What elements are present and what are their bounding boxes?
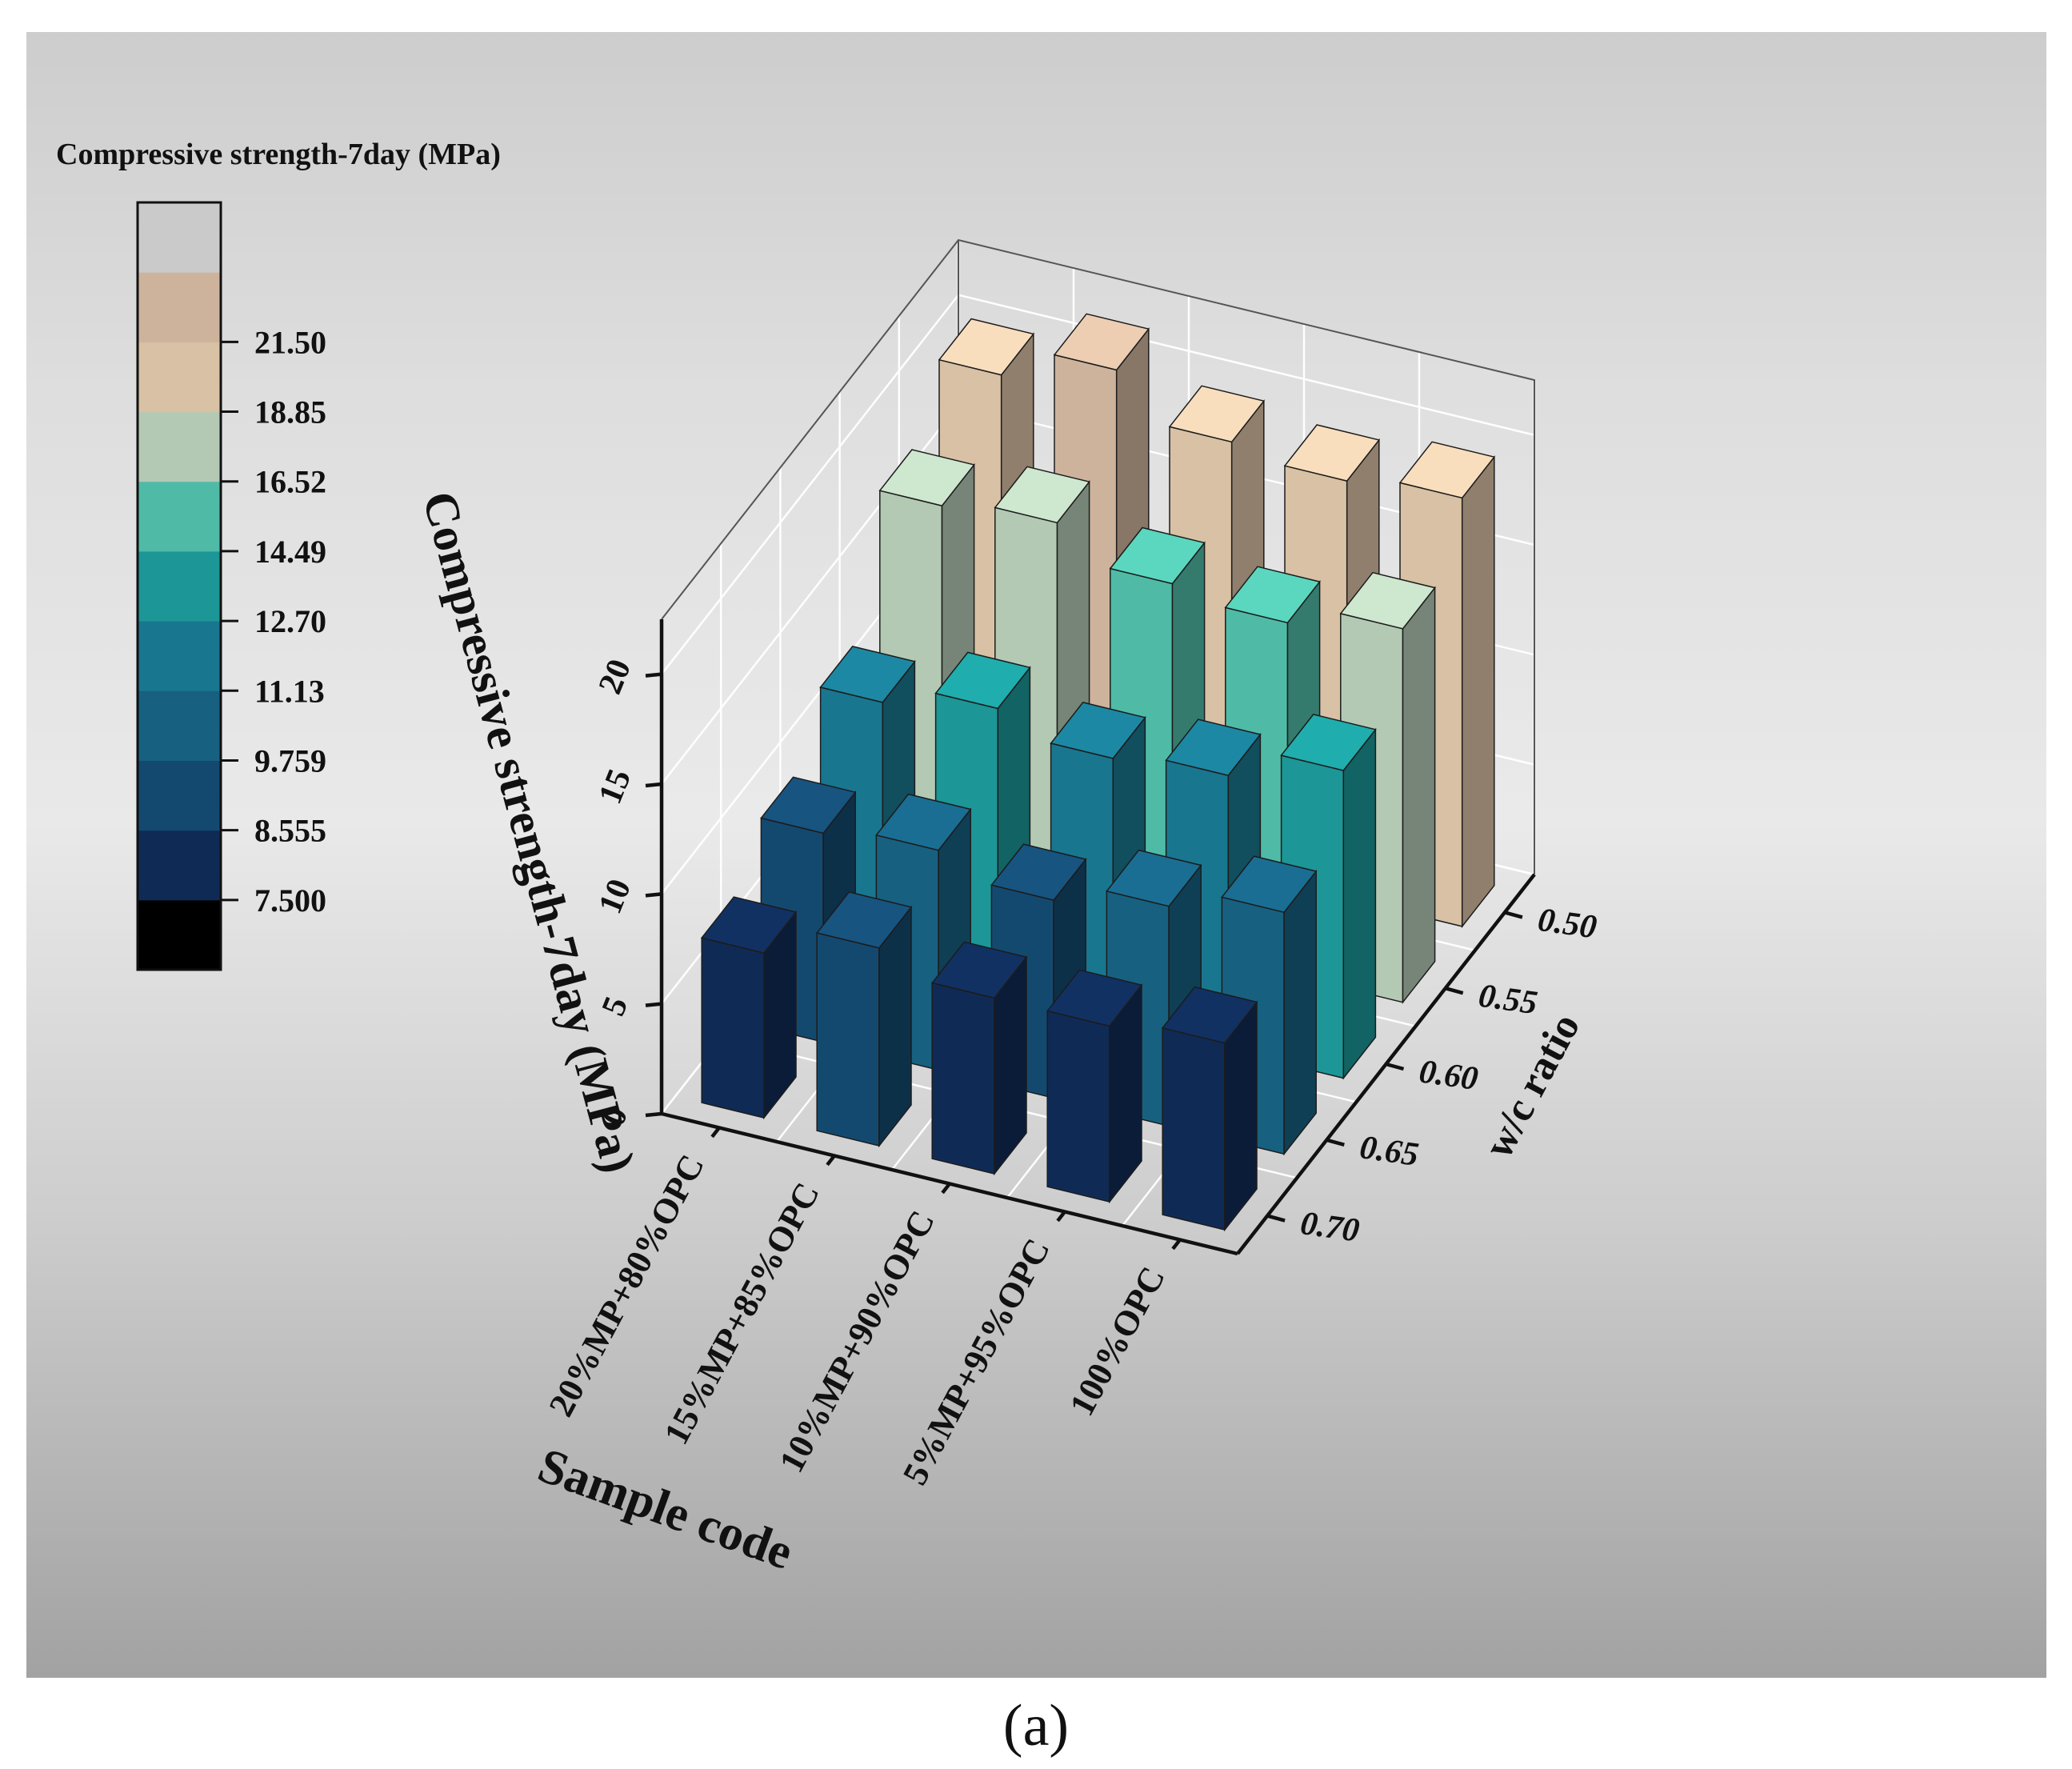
bar-face-top <box>1050 702 1146 759</box>
bar-face-top <box>994 466 1090 524</box>
colorbar-tick-label: 14.49 <box>254 534 326 570</box>
colorbar-cell <box>138 342 221 413</box>
box-outline <box>661 238 1535 874</box>
bar-face-top <box>815 891 913 949</box>
bar-face-top <box>1165 718 1262 777</box>
bar-face-top <box>760 776 857 834</box>
colorbar-cell <box>138 621 221 691</box>
bar-face-top <box>934 651 1031 710</box>
y-tick-label: 0.55 <box>1476 978 1539 1023</box>
bar-face-top <box>1168 385 1266 443</box>
colorbar-cell <box>138 272 221 342</box>
z-tick <box>645 1111 662 1118</box>
bar-face-front <box>1162 1027 1226 1231</box>
bar-face-side <box>1342 727 1377 1080</box>
bar-face-top <box>938 318 1035 376</box>
bar-face-front <box>931 982 995 1175</box>
z-tick <box>645 1002 662 1007</box>
bar-face-top <box>1224 566 1321 624</box>
bar-face-top <box>1161 986 1258 1044</box>
bar-face-top <box>1053 313 1150 371</box>
y-tick-label: 0.65 <box>1358 1129 1421 1174</box>
colorbar-tick-label: 18.85 <box>254 394 326 430</box>
x-tick <box>1056 1211 1066 1223</box>
colorbar-cell <box>138 899 221 971</box>
bar-face-front <box>1046 1010 1110 1203</box>
colorbar-title: Compressive strength-7day (MPa) <box>56 138 501 171</box>
colorbar-cell <box>138 760 221 831</box>
colorbar-cell <box>138 481 221 552</box>
bar-face-top <box>1398 441 1496 499</box>
figure-caption: (a) <box>1002 1693 1070 1759</box>
colorbar-tick-label: 9.759 <box>254 742 326 778</box>
y-tick <box>1445 987 1464 995</box>
y-tick <box>1266 1214 1286 1223</box>
x-tick <box>826 1155 836 1167</box>
bar <box>1046 969 1143 1204</box>
colorbar-tick-label: 11.13 <box>254 673 325 709</box>
bar-face-front <box>701 937 765 1119</box>
y-tick <box>1504 911 1523 919</box>
bar-face-top <box>1046 969 1143 1027</box>
bar <box>1161 986 1258 1232</box>
y-tick-label: 0.70 <box>1298 1205 1362 1250</box>
bar-face-top <box>875 793 972 851</box>
bar-face-side <box>878 905 912 1148</box>
x-tick <box>1171 1239 1182 1251</box>
bar-face-top <box>878 449 975 506</box>
colorbar-cell <box>138 411 221 482</box>
y-tick-label: 0.60 <box>1417 1053 1480 1098</box>
colorbar-frame <box>136 201 222 971</box>
bar-face-top <box>1280 714 1377 771</box>
colorbar-cell <box>138 830 221 901</box>
bar-face-top <box>990 843 1087 901</box>
bar-face-top <box>1221 855 1318 914</box>
y-tick-label: 0.50 <box>1536 902 1599 947</box>
colorbar-tick-label: 8.555 <box>254 813 326 849</box>
z-tick <box>645 672 662 678</box>
x-tick <box>941 1183 951 1195</box>
bar-face-top <box>1283 424 1381 482</box>
bar-face-side <box>1461 455 1495 929</box>
bar-face-top <box>819 646 916 703</box>
bar <box>930 941 1028 1176</box>
bar-face-top <box>1339 571 1436 630</box>
bar-face-top <box>1109 526 1206 585</box>
x-tick <box>710 1127 721 1139</box>
colorbar-tick-label: 7.500 <box>254 882 326 919</box>
colorbar-tick-label: 21.50 <box>254 324 326 360</box>
colorbar-tick-label: 16.52 <box>254 464 326 500</box>
bar <box>815 891 913 1148</box>
colorbar-tick-label: 12.70 <box>254 603 326 639</box>
colorbar-cell <box>138 202 221 273</box>
colorbar-cell <box>138 690 221 761</box>
bar-face-top <box>1106 849 1202 907</box>
z-tick <box>645 782 662 788</box>
y-tick <box>1385 1062 1405 1071</box>
y-tick <box>1326 1138 1345 1147</box>
bar-face-side <box>1283 869 1317 1156</box>
bar-face-front <box>816 932 880 1147</box>
bar <box>700 896 798 1120</box>
bar-face-top <box>930 941 1028 999</box>
left-wall <box>662 240 958 1114</box>
bar-face-side <box>1402 586 1436 1004</box>
z-tick <box>645 892 662 898</box>
colorbar: Compressive strength-7day (MPa) 7.500 8.5… <box>56 138 501 971</box>
colorbar-cell <box>138 550 221 622</box>
bar-face-top <box>700 896 798 954</box>
